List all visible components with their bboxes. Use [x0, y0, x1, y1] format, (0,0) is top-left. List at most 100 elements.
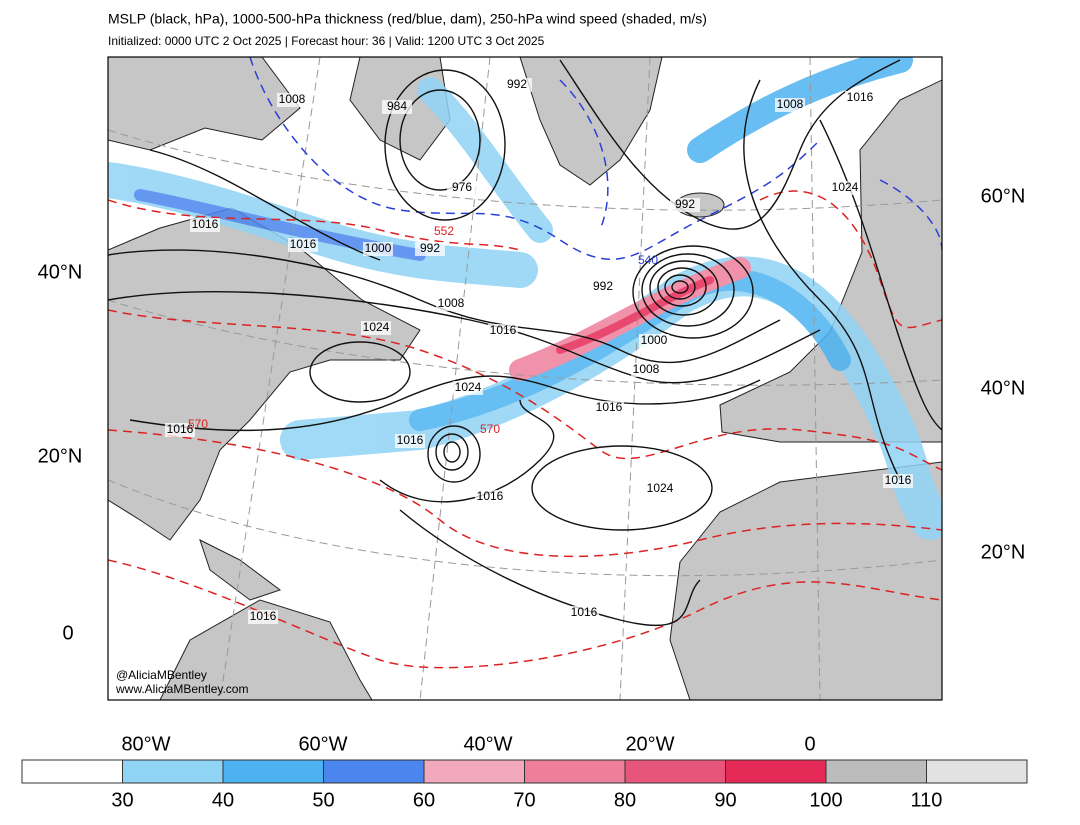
- colorbar-bin: [222, 759, 324, 784]
- mslp-label: 1016: [885, 473, 912, 487]
- credit-url: www.AliciaMBentley.com: [115, 682, 248, 696]
- lat-label: 40°N: [38, 261, 83, 283]
- label-bg: [488, 324, 518, 338]
- lon-label: 0: [804, 733, 815, 755]
- mslp-contours: [108, 59, 942, 626]
- label-bg: [569, 606, 599, 620]
- label-bg: [415, 242, 445, 256]
- mslp-label: 1024: [363, 320, 390, 334]
- mslp-label: 1016: [397, 433, 424, 447]
- thickness-label: 552: [434, 224, 454, 238]
- label-bg: [248, 610, 278, 624]
- label-bg: [436, 297, 466, 311]
- thickness-label: 570: [480, 422, 500, 436]
- colorbar-label: 60: [413, 789, 435, 811]
- label-bg: [502, 78, 532, 92]
- jet-greenland: [417, 77, 553, 243]
- jet-north: [687, 57, 913, 163]
- colorbar-label: 90: [714, 789, 736, 811]
- label-bg: [631, 363, 661, 377]
- colorbar-bin: [21, 759, 123, 784]
- title: MSLP (black, hPa), 1000-500-hPa thicknes…: [108, 11, 707, 27]
- credits: @AliciaMBentley www.AliciaMBentley.com: [115, 668, 248, 696]
- label-bg: [594, 401, 624, 415]
- mslp-label: 1008: [438, 296, 465, 310]
- colorbar-label: 40: [212, 789, 234, 811]
- mslp-label: 1000: [365, 241, 392, 255]
- mslp-label: 1000: [641, 333, 668, 347]
- thickness-blue: [249, 57, 942, 261]
- label-bg: [588, 280, 618, 294]
- jet-peak: [556, 276, 714, 354]
- map-area: [108, 57, 942, 700]
- mslp-label: 1016: [596, 400, 623, 414]
- lon-label: 40°W: [463, 733, 512, 755]
- label-bg: [453, 381, 483, 395]
- colorbar-bin: [524, 759, 626, 784]
- mslp-label: 992: [675, 197, 695, 211]
- label-bg: [639, 334, 669, 348]
- colorbar-label: 70: [513, 789, 535, 811]
- lon-label: 80°W: [121, 733, 170, 755]
- label-bg: [395, 434, 425, 448]
- central-america: [199, 539, 282, 601]
- mslp-label: 976: [452, 180, 472, 194]
- lon-label: 20°W: [625, 733, 674, 755]
- label-bg: [361, 321, 391, 335]
- mslp-label: 1024: [647, 481, 674, 495]
- label-bg: [645, 482, 675, 496]
- credit-handle: @AliciaMBentley: [116, 668, 207, 682]
- south-america: [159, 599, 373, 700]
- mslp-label: 1016: [490, 323, 517, 337]
- mslp-label: 992: [593, 279, 613, 293]
- lat-label: 20°N: [981, 541, 1026, 563]
- mslp-label: 1016: [192, 217, 219, 231]
- colorbar-bin: [122, 759, 224, 784]
- colorbar-bin: [725, 759, 827, 784]
- lat-label: 0: [62, 622, 73, 644]
- colorbar-label: 50: [312, 789, 334, 811]
- thickness-label: 570: [188, 417, 208, 431]
- mslp-label: 984: [387, 99, 407, 113]
- lon-label: 60°W: [298, 733, 347, 755]
- graticule: [108, 57, 942, 700]
- labels: 40°N 20°N 0 60°N 40°N 20°N 80°W 60°W 40°W 20°W 0 10…: [38, 77, 1026, 755]
- label-bg: [883, 474, 913, 488]
- label-bg: [845, 91, 875, 105]
- lat-label: 60°N: [981, 185, 1026, 207]
- lat-label: 40°N: [981, 377, 1026, 399]
- mslp-label: 992: [507, 77, 527, 91]
- colorbar-label: 110: [911, 789, 943, 811]
- label-bg: [363, 242, 393, 256]
- colorbar-bin: [624, 759, 726, 784]
- mslp-label: 1024: [832, 180, 859, 194]
- mslp-label: 1024: [455, 380, 482, 394]
- lat-label: 20°N: [38, 445, 83, 467]
- label-bg: [670, 198, 700, 212]
- label-bg: [382, 100, 412, 114]
- colorbar-bin: [323, 759, 425, 784]
- colorbar: 30 40 50 60 70 80 90 100 110: [21, 759, 1028, 811]
- colorbar-label: 100: [809, 789, 842, 811]
- mslp-label: 1016: [250, 609, 277, 623]
- label-bg: [288, 238, 318, 252]
- label-bg: [830, 181, 860, 195]
- map-frame: [107, 56, 943, 701]
- thickness-label: 540: [638, 253, 658, 267]
- mslp-label: 1016: [167, 422, 194, 436]
- label-bg: [277, 93, 307, 107]
- mslp-label: 1008: [279, 92, 306, 106]
- mslp-label: 1008: [777, 97, 804, 111]
- mslp-label: 1016: [571, 605, 598, 619]
- mslp-label: 1016: [847, 90, 874, 104]
- colorbar-bin: [423, 759, 525, 784]
- colorbar-label: 80: [614, 789, 636, 811]
- mslp-label: 1008: [633, 362, 660, 376]
- label-bg: [447, 181, 477, 195]
- subtitle: Initialized: 0000 UTC 2 Oct 2025 | Forec…: [108, 34, 545, 48]
- label-bg: [775, 98, 805, 112]
- label-bg: [190, 218, 220, 232]
- africa: [669, 461, 942, 700]
